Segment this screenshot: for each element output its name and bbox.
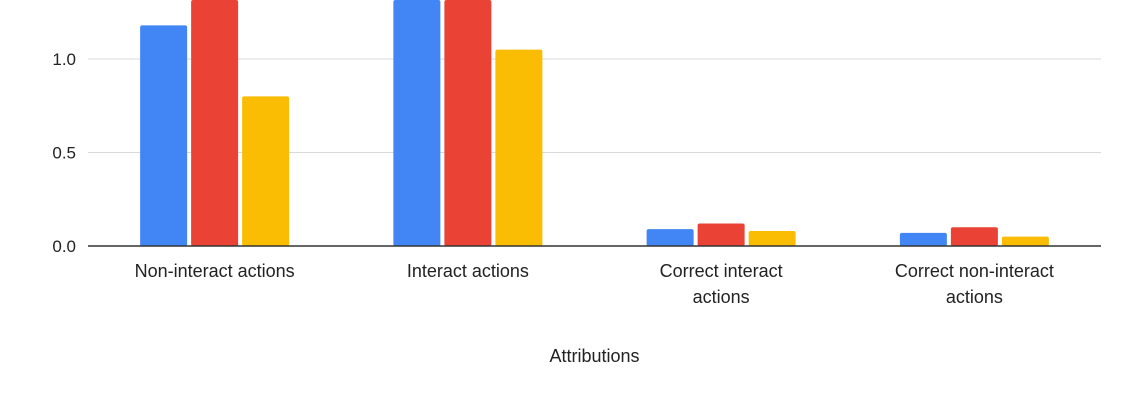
gridlines xyxy=(88,58,1101,153)
bar xyxy=(495,49,543,247)
bar xyxy=(748,231,796,246)
bar xyxy=(140,25,188,247)
y-tick-label: 0.0 xyxy=(52,237,76,256)
y-axis-ticks: 0.0 0.5 1.0 xyxy=(52,50,76,256)
bars xyxy=(140,0,1049,247)
bar xyxy=(191,0,239,246)
x-category-label: Correct interact actions xyxy=(660,261,783,307)
bar xyxy=(646,229,694,246)
bar xyxy=(899,232,947,246)
bar xyxy=(444,0,492,246)
bar xyxy=(242,96,290,247)
x-category-label: Non-interact actions xyxy=(135,261,295,281)
bar xyxy=(697,223,745,246)
x-category-label: Correct non-interact actions xyxy=(895,261,1054,307)
x-category-label: Interact actions xyxy=(407,261,529,281)
bar xyxy=(393,0,441,246)
x-axis-categories: Non-interact actions Interact actions Corr… xyxy=(135,261,1054,307)
y-tick-label: 1.0 xyxy=(52,50,76,69)
bar xyxy=(950,227,998,246)
y-tick-label: 0.5 xyxy=(52,144,76,163)
x-axis-title: Attributions xyxy=(549,346,639,366)
bar xyxy=(1001,236,1049,246)
